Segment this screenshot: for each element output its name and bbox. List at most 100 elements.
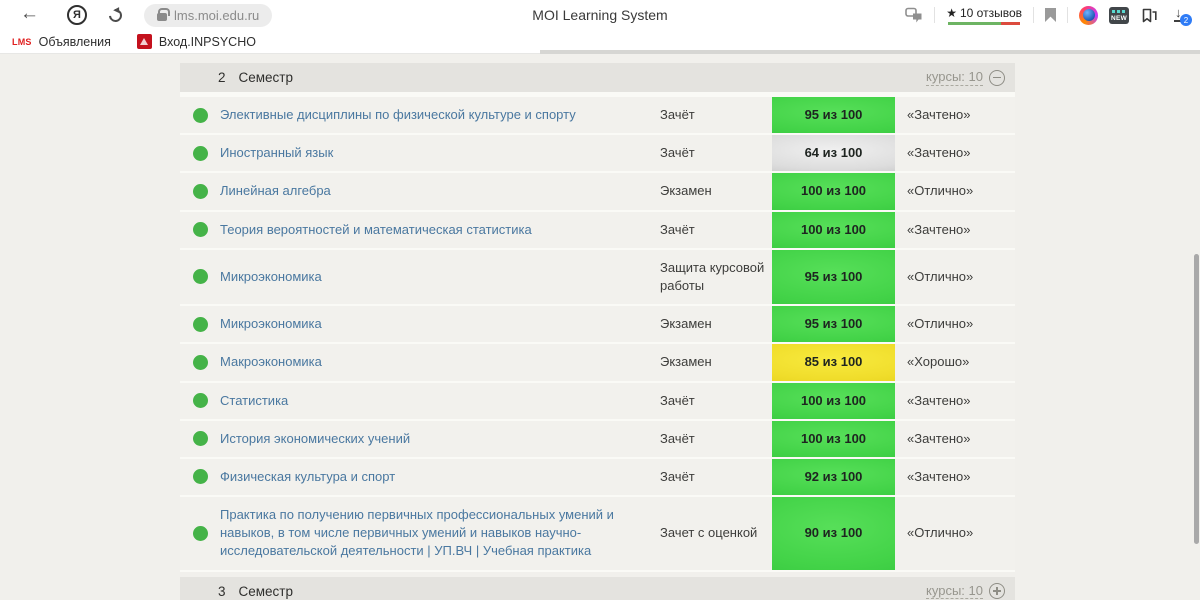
course-cell: Микроэкономика [220,306,660,342]
collections-icon[interactable] [1140,7,1159,24]
course-link[interactable]: Микроэкономика [220,268,322,284]
toolbar-right-icons: ★ 10 отзывов NEW ↓ 2 [905,0,1192,30]
refresh-icon[interactable] [106,5,125,25]
course-cell: Линейная алгебра [220,173,660,209]
course-cell: История экономических учений [220,421,660,457]
table-row: Статистика Зачёт 100 из 100 «Зачтено» [180,382,1015,421]
semester-title: Семестр [238,70,294,85]
courses-count-link[interactable]: курсы: 10 [926,582,983,600]
course-link[interactable]: Линейная алгебра [220,183,331,199]
status-cell [180,97,220,133]
rating-label: 10 отзывов [959,5,1022,20]
course-link[interactable]: Практика по получению первичных професси… [220,507,614,559]
collapse-icon[interactable] [989,69,1005,86]
course-link[interactable]: Макроэкономика [220,354,322,370]
status-dot-icon [192,431,208,447]
table-row: Теория вероятностей и математическая ста… [180,211,1015,250]
download-arrow-icon: ↓ [1174,5,1183,22]
url-text[interactable]: lms.moi.edu.ru [174,7,260,23]
grades-content: 2 Семестр курсы: 10 Элективные дисциплин… [180,63,1015,600]
lms-page: 2 Семестр курсы: 10 Элективные дисциплин… [0,54,1200,600]
grades-table: Элективные дисциплины по физической куль… [180,92,1015,572]
bookmark-flag-icon[interactable] [1045,8,1056,22]
expand-icon[interactable] [989,583,1005,600]
courses-count-link[interactable]: курсы: 10 [926,69,983,86]
screenshot-extension-icon[interactable]: NEW [1109,6,1129,24]
status-cell [180,173,220,209]
bookmark-item-inpsycho[interactable]: Вход.INPSYCHO [136,34,256,49]
table-row: История экономических учений Зачёт 100 и… [180,420,1015,459]
downloads-button[interactable]: ↓ 2 [1170,5,1192,26]
assessment-type: Зачёт [660,392,695,408]
new-badge: NEW [1110,14,1128,22]
bookmark-label: Объявления [38,34,111,49]
status-dot-icon [192,316,208,332]
course-cell: Элективные дисциплины по физической куль… [220,97,660,133]
score-badge: 85 из 100 [772,344,895,381]
status-dot-icon [192,393,208,409]
grade-text: «Зачтено» [907,468,971,484]
grade-text: «Зачтено» [907,145,971,161]
status-cell [180,383,220,419]
score-badge: 95 из 100 [772,97,895,134]
course-link[interactable]: Физическая культура и спорт [220,468,396,484]
assessment-type: Экзамен [660,183,712,199]
table-row: Линейная алгебра Экзамен 100 из 100 «Отл… [180,173,1015,212]
table-row: Практика по получению первичных професси… [180,497,1015,572]
bookmark-item-announcements[interactable]: LMS Объявления [12,35,111,49]
course-link[interactable]: Теория вероятностей и математическая ста… [220,221,532,237]
status-cell [180,135,220,171]
score-badge: 95 из 100 [772,306,895,343]
star-icon: ★ [946,5,957,20]
assessment-type: Экзамен [660,316,712,332]
status-dot-icon [192,145,208,161]
back-icon[interactable]: ← [20,3,39,24]
status-dot-icon [192,222,208,238]
assessment-type: Зачет с оценкой [660,525,758,541]
course-link[interactable]: Микроэкономика [220,316,322,332]
bookmark-label: Вход.INPSYCHO [158,34,256,49]
grade-text: «Отлично» [907,316,974,332]
course-link[interactable]: Иностранный язык [220,145,334,161]
download-count-badge: 2 [1180,14,1192,26]
grade-text: «Зачтено» [907,430,971,446]
score-badge: 100 из 100 [772,211,895,248]
course-cell: Физическая культура и спорт [220,459,660,495]
course-link[interactable]: Статистика [220,392,289,408]
status-cell [180,421,220,457]
score-badge: 64 из 100 [772,135,895,172]
status-cell [180,497,220,570]
status-cell [180,306,220,342]
browser-chrome: ← Я lms.moi.edu.ru MOI Learning System ★… [0,0,1200,54]
course-cell: Макроэкономика [220,344,660,380]
lock-icon [157,8,170,21]
assessment-type: Зачёт [660,221,695,237]
grade-text: «Отлично» [907,268,974,284]
score-badge: 92 из 100 [772,458,895,496]
assessment-type: Зачёт [660,468,695,484]
status-cell [180,344,220,380]
course-cell: Иностранный язык [220,135,660,171]
course-link[interactable]: Элективные дисциплины по физической куль… [220,107,576,122]
reviews-icon[interactable] [905,7,923,23]
course-cell: Практика по получению первичных професси… [220,497,660,570]
course-cell: Теория вероятностей и математическая ста… [220,212,660,248]
section-header-semester-2: 2 Семестр курсы: 10 [180,63,1015,92]
assessment-type: Зачёт [660,107,695,122]
extension-browser-icon[interactable] [1079,5,1098,25]
grade-text: «Хорошо» [907,354,970,370]
score-badge: 95 из 100 [772,249,895,305]
yandex-logo-icon[interactable]: Я [67,5,87,25]
status-dot-icon [192,183,208,199]
table-row: Физическая культура и спорт Зачёт 92 из … [180,458,1015,498]
inpsycho-favicon [136,34,152,49]
status-dot-icon [192,525,208,541]
score-badge: 100 из 100 [772,420,895,457]
status-dot-icon [192,107,208,123]
course-link[interactable]: История экономических учений [220,430,411,446]
site-rating[interactable]: ★ 10 отзывов [946,6,1022,25]
scrollbar-thumb[interactable] [1194,254,1199,544]
grade-text: «Отлично» [907,183,974,199]
course-cell: Статистика [220,383,660,419]
address-bar[interactable]: lms.moi.edu.ru [144,3,273,27]
